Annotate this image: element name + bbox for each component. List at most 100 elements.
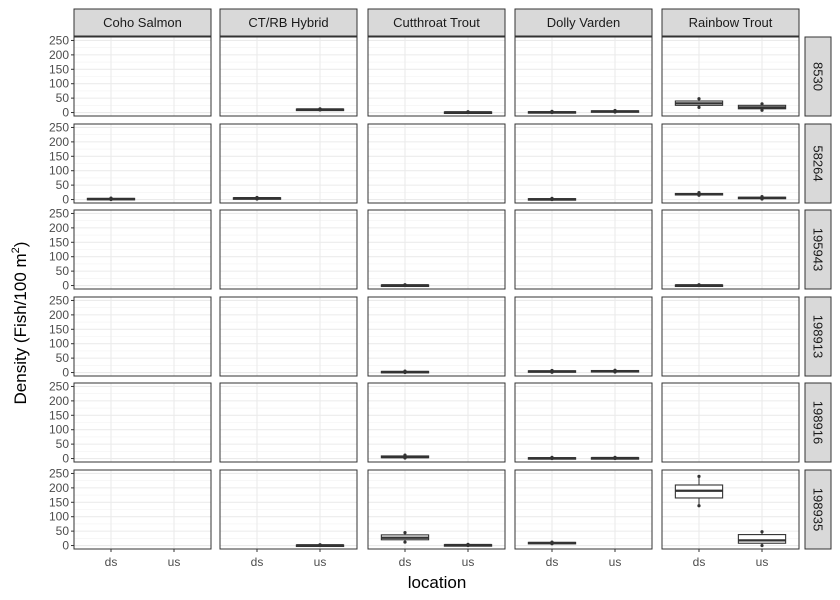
y-tick-label: 0 <box>62 539 69 553</box>
panel-border <box>219 296 358 377</box>
box-point-min <box>760 108 764 112</box>
row-strip-label: 198935 <box>811 488 826 531</box>
x-tick-label: ds <box>399 555 412 569</box>
box-point-max <box>760 102 764 106</box>
box-plot <box>86 196 136 202</box>
x-tick-label: us <box>314 555 327 569</box>
facet-panel <box>515 210 652 289</box>
y-tick-label: 50 <box>56 351 70 365</box>
panel-border <box>514 209 653 290</box>
y-tick-label: 150 <box>49 235 69 249</box>
facet-panel <box>220 37 357 116</box>
row-strip <box>804 469 832 550</box>
x-axis-title: location <box>408 573 467 592</box>
facet-panel <box>515 124 652 203</box>
panel-border <box>367 123 506 204</box>
box-point-min <box>613 456 617 461</box>
facet-panel <box>220 383 357 462</box>
facet-panel <box>515 297 652 376</box>
row-strip-label: 198916 <box>811 401 826 444</box>
box-plot <box>443 542 493 548</box>
x-tick-label: us <box>462 555 475 569</box>
panel-border <box>514 123 653 204</box>
y-tick-label: 200 <box>49 308 69 322</box>
box-point-min <box>550 110 554 115</box>
facet-panel <box>74 383 211 462</box>
box-plot <box>443 110 493 115</box>
box-point-min <box>403 456 407 460</box>
column-strip-label: CT/RB Hybrid <box>248 15 328 30</box>
facet-panel <box>662 124 799 203</box>
box-plot <box>590 108 640 114</box>
box-plot <box>590 455 640 461</box>
x-tick-label: ds <box>251 555 264 569</box>
panel-border <box>514 382 653 463</box>
y-axis-title: Density (Fish/100 m2) <box>10 242 30 405</box>
y-tick-label: 50 <box>56 264 70 278</box>
panel-border <box>661 209 800 290</box>
box-point-min <box>403 283 407 288</box>
y-axis-title-main: Density (Fish/100 m <box>11 253 30 404</box>
box-plot <box>527 540 577 546</box>
panel-border <box>367 209 506 290</box>
y-tick-label: 150 <box>49 322 69 336</box>
box-point-min <box>760 197 764 201</box>
y-tick-label: 50 <box>56 178 70 192</box>
facet-panel <box>74 210 211 289</box>
panel-border <box>661 36 800 117</box>
column-strip <box>661 8 800 37</box>
facet-panel <box>515 470 652 549</box>
panel-border <box>73 469 212 550</box>
x-tick-label: ds <box>105 555 118 569</box>
box-plot <box>527 109 577 115</box>
box-point-min <box>550 542 554 546</box>
box-point-min <box>550 370 554 374</box>
y-tick-label: 100 <box>49 250 69 264</box>
panel-border <box>73 382 212 463</box>
x-tick-label: us <box>609 555 622 569</box>
facet-panel <box>662 210 799 289</box>
y-tick-label: 250 <box>49 206 69 220</box>
row-strip <box>804 382 832 463</box>
facet-panel <box>220 210 357 289</box>
y-tick-label: 100 <box>49 510 69 524</box>
box-point-max <box>697 474 701 478</box>
panel-border <box>73 36 212 117</box>
panel-border <box>73 209 212 290</box>
box-point-min <box>760 543 764 548</box>
box-point-min <box>318 108 322 112</box>
panel-border <box>219 469 358 550</box>
box-iqr <box>737 534 787 544</box>
panel-border <box>73 296 212 377</box>
facet-panel <box>74 37 211 116</box>
box-point-min <box>550 197 554 202</box>
row-strip <box>804 296 832 377</box>
box-plot <box>527 455 577 461</box>
row-strip <box>804 209 832 290</box>
facet-panel <box>74 124 211 203</box>
panel-border <box>514 296 653 377</box>
x-tick-label: ds <box>693 555 706 569</box>
row-strip-label: 8530 <box>811 62 826 91</box>
y-tick-label: 0 <box>62 452 69 466</box>
column-strip <box>514 8 653 37</box>
y-tick-label: 50 <box>56 437 70 451</box>
facet-panel <box>368 210 505 289</box>
box-plot <box>295 107 345 112</box>
panel-border <box>514 36 653 117</box>
box-plot <box>527 196 577 202</box>
box-point-min <box>697 193 701 197</box>
box-point-min <box>697 283 701 288</box>
box-plot <box>295 543 345 548</box>
facet-panel <box>368 124 505 203</box>
facet-panel <box>74 297 211 376</box>
y-tick-label: 200 <box>49 394 69 408</box>
row-strip <box>804 36 832 117</box>
facet-panel <box>662 383 799 462</box>
y-tick-label: 250 <box>49 466 69 480</box>
panel-border <box>661 469 800 550</box>
panel-border <box>219 36 358 117</box>
y-tick-label: 0 <box>62 193 69 207</box>
facet-panel <box>368 37 505 116</box>
panel-border <box>367 36 506 117</box>
